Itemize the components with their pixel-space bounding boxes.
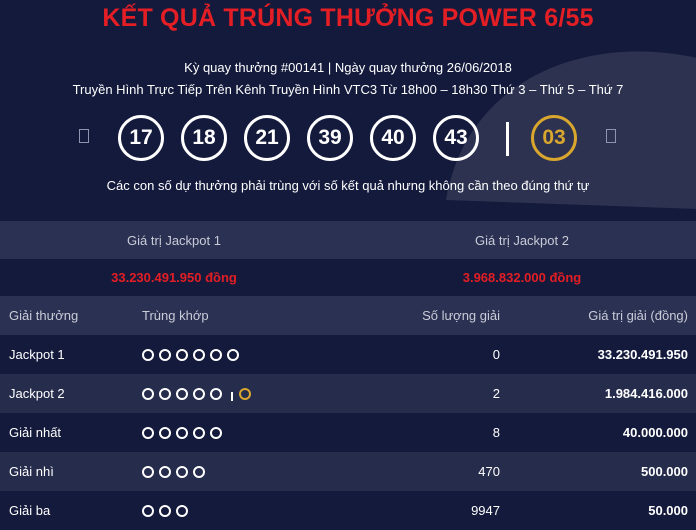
match-dot-icon: [159, 426, 171, 439]
match-dot-icon: [227, 348, 239, 361]
rule-note: Các con số dự thưởng phải trùng với số k…: [106, 178, 590, 193]
match-dot-icon: [193, 387, 205, 400]
match-dot-icon: [176, 465, 188, 478]
header-match: Trùng khớp: [142, 308, 209, 323]
broadcast-info: Truyền Hình Trực Tiếp Trên Kênh Truyền H…: [72, 82, 624, 97]
next-arrow-icon[interactable]: [606, 129, 616, 143]
power-separator-icon: [231, 392, 233, 401]
table-row: Jackpot 2 2 1.984.416.000: [0, 374, 696, 413]
match-dots: [142, 452, 210, 491]
jackpot-1-value: 33.230.491.950 đồng: [111, 270, 237, 285]
match-dots: [142, 374, 256, 413]
match-dots: [142, 491, 193, 530]
header-value: Giá trị giải (đồng): [588, 308, 688, 323]
match-dot-icon: [142, 504, 154, 517]
power-dot-icon: [239, 387, 251, 400]
match-dot-icon: [159, 504, 171, 517]
prize-count: 470: [478, 464, 500, 479]
result-ball: 18: [181, 115, 227, 161]
match-dot-icon: [142, 348, 154, 361]
match-dot-icon: [159, 348, 171, 361]
power-ball: 03: [531, 115, 577, 161]
prize-value: 40.000.000: [622, 425, 688, 440]
table-header: Giải thưởng Trùng khớp Số lượng giải Giá…: [0, 296, 696, 335]
match-dot-icon: [193, 348, 205, 361]
prize-name: Giải nhất: [9, 425, 62, 440]
match-dot-icon: [193, 426, 205, 439]
prize-value: 500.000: [641, 464, 688, 479]
table-row: Jackpot 1 0 33.230.491.950: [0, 335, 696, 374]
result-ball: 43: [433, 115, 479, 161]
match-dot-icon: [193, 465, 205, 478]
power-separator: [506, 122, 509, 156]
jackpot-header: Giá trị Jackpot 1 Giá trị Jackpot 2: [0, 221, 696, 259]
match-dot-icon: [176, 426, 188, 439]
prize-name: Jackpot 1: [9, 347, 65, 362]
match-dot-icon: [142, 387, 154, 400]
prize-name: Giải nhì: [9, 464, 54, 479]
prize-count: 8: [492, 425, 500, 440]
match-dot-icon: [142, 465, 154, 478]
match-dot-icon: [159, 387, 171, 400]
result-ball: 40: [370, 115, 416, 161]
prize-table: Giải thưởng Trùng khớp Số lượng giải Giá…: [0, 296, 696, 530]
prize-count: 0: [492, 347, 500, 362]
match-dot-icon: [210, 426, 222, 439]
header-prize: Giải thưởng: [9, 308, 79, 323]
result-ball: 39: [307, 115, 353, 161]
table-row: Giải ba 9947 50.000: [0, 491, 696, 530]
table-row: Giải nhất 8 40.000.000: [0, 413, 696, 452]
match-dot-icon: [176, 504, 188, 517]
prize-count: 2: [492, 386, 500, 401]
jackpot-1-label: Giá trị Jackpot 1: [127, 232, 221, 248]
match-dots: [142, 413, 227, 452]
prize-value: 33.230.491.950: [597, 347, 688, 362]
prize-name: Giải ba: [9, 503, 51, 518]
prize-value: 1.984.416.000: [604, 386, 688, 401]
prize-value: 50.000: [648, 503, 688, 518]
jackpot-values: 33.230.491.950 đồng 3.968.832.000 đồng: [0, 259, 696, 296]
prize-name: Jackpot 2: [9, 386, 65, 401]
match-dot-icon: [159, 465, 171, 478]
prize-count: 9947: [471, 503, 500, 518]
match-dot-icon: [210, 348, 222, 361]
match-dots: [142, 335, 244, 374]
result-ball: 21: [244, 115, 290, 161]
match-dot-icon: [176, 387, 188, 400]
header-count: Số lượng giải: [422, 308, 500, 323]
result-balls: 17 18 21 39 40 43 03: [0, 115, 696, 161]
draw-info: Kỳ quay thưởng #00141 | Ngày quay thưởng…: [184, 60, 512, 75]
match-dot-icon: [210, 387, 222, 400]
jackpot-2-value: 3.968.832.000 đồng: [462, 270, 582, 285]
jackpot-2-label: Giá trị Jackpot 2: [475, 232, 569, 248]
table-row: Giải nhì 470 500.000: [0, 452, 696, 491]
result-ball: 17: [118, 115, 164, 161]
prev-arrow-icon[interactable]: [79, 129, 89, 143]
match-dot-icon: [142, 426, 154, 439]
page-title: KẾT QUẢ TRÚNG THƯỞNG POWER 6/55: [102, 4, 594, 32]
match-dot-icon: [176, 348, 188, 361]
